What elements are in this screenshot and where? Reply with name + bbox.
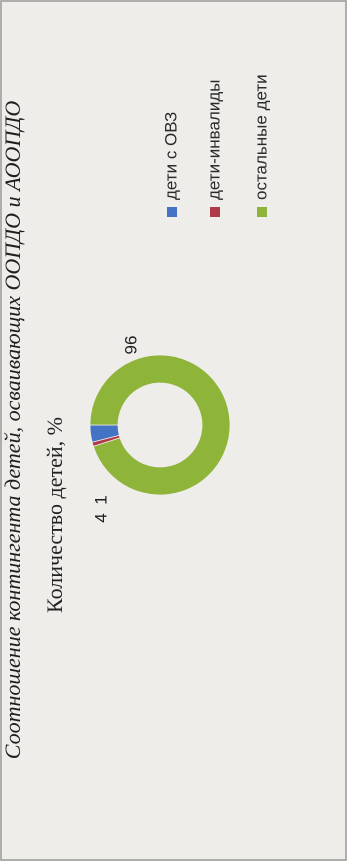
chart-title: Количество детей, % xyxy=(42,417,67,613)
legend-label: дети с ОВЗ xyxy=(161,112,180,200)
legend-swatch xyxy=(167,207,177,217)
slice-3 xyxy=(89,354,231,496)
data-label-1: 4 xyxy=(91,513,110,522)
legend-entry-2: дети-инвалиды xyxy=(204,80,223,217)
legend-swatch xyxy=(257,207,267,217)
legend-entry-3: остальные дети xyxy=(251,74,270,217)
legend-label: дети-инвалиды xyxy=(204,80,223,201)
page-caption: Соотношение контингента детей, осваивающ… xyxy=(0,101,25,760)
legend-swatch xyxy=(210,207,220,217)
data-label-2: 1 xyxy=(91,495,110,504)
legend-entry-1: дети с ОВЗ xyxy=(161,112,180,217)
donut-slices xyxy=(89,354,231,496)
legend-label: остальные дети xyxy=(251,74,270,200)
data-label-3: 96 xyxy=(121,336,140,355)
data-labels: 4 1 96 xyxy=(91,336,140,523)
legend: дети с ОВЗ дети-инвалиды остальные дети xyxy=(161,74,270,217)
